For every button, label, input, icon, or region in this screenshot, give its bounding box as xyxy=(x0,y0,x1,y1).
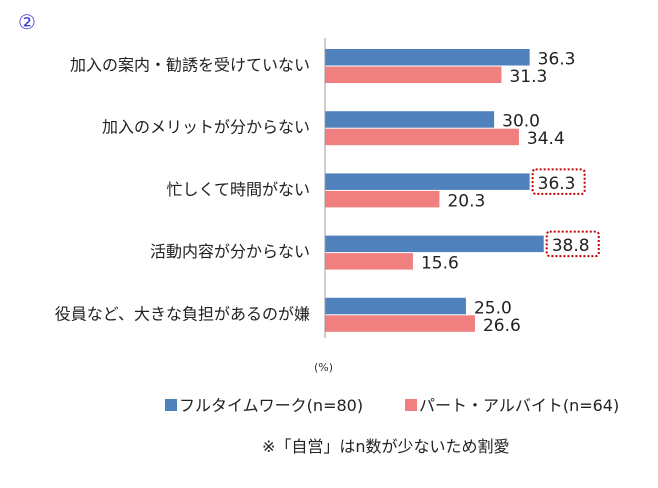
legend-label: フルタイムワーク(n=80) xyxy=(179,396,363,415)
panel-marker: ② xyxy=(18,10,36,34)
highlight-box xyxy=(545,230,600,258)
category-label: 役員など、大きな負担があるのが嫌 xyxy=(55,304,310,323)
value-label: 36.3 xyxy=(538,174,576,194)
legend-swatch xyxy=(165,399,177,411)
bar-parttime xyxy=(325,253,413,270)
value-label: 26.6 xyxy=(483,316,521,336)
value-label: 34.4 xyxy=(527,129,565,149)
highlight-box xyxy=(531,168,586,195)
category-label: 忙しくて時間がない xyxy=(166,180,310,199)
value-label: 15.6 xyxy=(421,254,459,274)
value-label: 20.3 xyxy=(447,191,485,211)
value-label: 30.0 xyxy=(502,112,540,132)
value-label: 36.3 xyxy=(538,50,576,70)
bar-fulltime xyxy=(325,173,530,190)
legend-label: パート・アルバイト(n=64) xyxy=(419,396,619,415)
value-label: 38.8 xyxy=(552,236,590,256)
bars-group xyxy=(325,49,544,332)
bar-fulltime xyxy=(325,297,466,315)
bar-fulltime xyxy=(325,111,495,128)
category-labels-group: 加入の案内・勧誘を受けていない加入のメリットが分からない忙しくて時間がない活動内… xyxy=(55,56,310,324)
legend-swatch xyxy=(405,399,417,411)
value-labels-group: 36.331.330.034.436.320.338.815.625.026.6 xyxy=(421,50,590,336)
bar-parttime xyxy=(325,66,502,83)
category-label: 活動内容が分からない xyxy=(150,242,310,261)
bar-parttime xyxy=(325,128,519,146)
bar-parttime xyxy=(325,315,475,332)
highlight-group xyxy=(531,168,600,258)
bar-parttime xyxy=(325,190,440,208)
category-label: 加入のメリットが分からない xyxy=(102,118,310,137)
value-label: 25.0 xyxy=(474,298,512,318)
unit-label: (%) xyxy=(314,361,333,374)
legend: フルタイムワーク(n=80) パート・アルバイト(n=64) xyxy=(165,396,619,415)
bar-fulltime xyxy=(325,235,544,253)
value-label: 31.3 xyxy=(509,67,547,87)
bar-fulltime xyxy=(325,49,530,66)
footnote: ※「自営」はn数が少ないため割愛 xyxy=(262,437,510,456)
category-label: 加入の案内・勧誘を受けていない xyxy=(70,56,310,75)
